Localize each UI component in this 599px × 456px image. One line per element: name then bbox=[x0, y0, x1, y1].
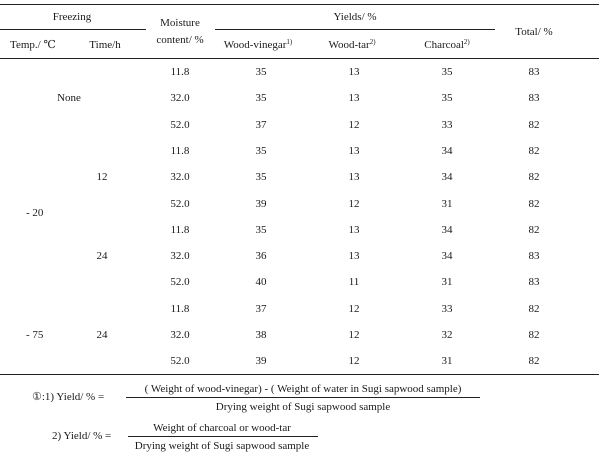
cell-moisture: 32.0 bbox=[170, 329, 190, 341]
footnote-2-label: 2) Yield/ % = bbox=[52, 430, 112, 442]
cell-charcoal: 31 bbox=[441, 355, 453, 367]
header-freezing: Freezing bbox=[52, 11, 92, 23]
cell-charcoal: 34 bbox=[441, 224, 453, 236]
cell-total: 82 bbox=[528, 355, 540, 367]
cell-wood-tar: 13 bbox=[348, 145, 360, 157]
cell-wood-vinegar: 39 bbox=[255, 198, 267, 210]
cell-charcoal: 33 bbox=[441, 119, 453, 131]
cell-wood-vinegar: 39 bbox=[255, 355, 267, 367]
cell-moisture: 11.8 bbox=[170, 303, 190, 315]
header-total: Total/ % bbox=[515, 26, 553, 38]
footnote-2-denominator: Drying weight of Sugi sapwood sample bbox=[134, 440, 310, 452]
cell-wood-vinegar: 35 bbox=[255, 145, 267, 157]
header-yields: Yields/ % bbox=[333, 11, 377, 23]
cell-moisture: 11.8 bbox=[170, 66, 190, 78]
freezing-subrule bbox=[0, 29, 146, 30]
footnote-2-fraction-bar bbox=[128, 436, 318, 437]
cell-wood-tar: 12 bbox=[348, 198, 360, 210]
cell-wood-vinegar: 36 bbox=[255, 250, 267, 262]
yields-subrule bbox=[215, 29, 495, 30]
cell-total: 82 bbox=[528, 171, 540, 183]
cell-moisture: 32.0 bbox=[170, 250, 190, 262]
group-time-12: 12 bbox=[96, 171, 108, 183]
footnote-1-label: ①:1) Yield/ % = bbox=[32, 391, 105, 403]
cell-moisture: 52.0 bbox=[170, 276, 190, 288]
cell-wood-tar: 13 bbox=[348, 66, 360, 78]
footnote-2-numerator: Weight of charcoal or wood-tar bbox=[153, 422, 291, 434]
group-time-24a: 24 bbox=[96, 250, 108, 262]
cell-moisture: 52.0 bbox=[170, 119, 190, 131]
header-moisture-line2: content/ % bbox=[156, 34, 204, 46]
header-wood-vinegar: Wood-vinegar1) bbox=[223, 38, 293, 51]
cell-wood-tar: 13 bbox=[348, 171, 360, 183]
cell-total: 82 bbox=[528, 119, 540, 131]
cell-wood-vinegar: 40 bbox=[255, 276, 267, 288]
cell-wood-vinegar: 38 bbox=[255, 329, 267, 341]
cell-charcoal: 33 bbox=[441, 303, 453, 315]
cell-wood-tar: 13 bbox=[348, 224, 360, 236]
header-temp: Temp./ ℃ bbox=[10, 39, 56, 51]
table-bottom-rule bbox=[0, 374, 599, 375]
header-bottom-rule bbox=[0, 58, 599, 59]
cell-wood-tar: 12 bbox=[348, 119, 360, 131]
cell-total: 82 bbox=[528, 329, 540, 341]
table-top-rule bbox=[0, 4, 599, 5]
cell-total: 83 bbox=[528, 276, 540, 288]
cell-charcoal: 35 bbox=[441, 66, 453, 78]
footnote-1-fraction-bar bbox=[126, 397, 480, 398]
cell-total: 83 bbox=[528, 250, 540, 262]
footnote-1-denominator: Drying weight of Sugi sapwood sample bbox=[215, 401, 391, 413]
cell-total: 82 bbox=[528, 145, 540, 157]
header-time: Time/h bbox=[89, 39, 121, 51]
cell-wood-vinegar: 37 bbox=[255, 303, 267, 315]
cell-total: 83 bbox=[528, 66, 540, 78]
group-temp-minus75: - 75 bbox=[26, 329, 44, 341]
footnote-1-numerator: ( Weight of wood-vinegar) - ( Weight of … bbox=[144, 383, 462, 395]
cell-total: 83 bbox=[528, 92, 540, 104]
cell-total: 82 bbox=[528, 224, 540, 236]
cell-total: 82 bbox=[528, 303, 540, 315]
cell-wood-tar: 11 bbox=[348, 276, 360, 288]
cell-wood-vinegar: 35 bbox=[255, 171, 267, 183]
cell-charcoal: 34 bbox=[441, 145, 453, 157]
cell-wood-tar: 13 bbox=[348, 250, 360, 262]
cell-wood-tar: 12 bbox=[348, 355, 360, 367]
cell-wood-vinegar: 35 bbox=[255, 92, 267, 104]
header-charcoal: Charcoal2) bbox=[424, 38, 470, 51]
cell-wood-vinegar: 37 bbox=[255, 119, 267, 131]
cell-charcoal: 35 bbox=[441, 92, 453, 104]
cell-charcoal: 34 bbox=[441, 171, 453, 183]
cell-moisture: 11.8 bbox=[170, 145, 190, 157]
cell-charcoal: 31 bbox=[441, 198, 453, 210]
cell-moisture: 11.8 bbox=[170, 224, 190, 236]
group-none: None bbox=[57, 92, 81, 104]
cell-wood-vinegar: 35 bbox=[255, 66, 267, 78]
group-time-24b: 24 bbox=[96, 329, 108, 341]
cell-total: 82 bbox=[528, 198, 540, 210]
cell-moisture: 32.0 bbox=[170, 92, 190, 104]
cell-wood-vinegar: 35 bbox=[255, 224, 267, 236]
cell-wood-tar: 12 bbox=[348, 303, 360, 315]
cell-wood-tar: 12 bbox=[348, 329, 360, 341]
cell-moisture: 52.0 bbox=[170, 198, 190, 210]
cell-moisture: 32.0 bbox=[170, 171, 190, 183]
header-moisture-line1: Moisture bbox=[160, 17, 200, 29]
cell-charcoal: 34 bbox=[441, 250, 453, 262]
cell-charcoal: 32 bbox=[441, 329, 453, 341]
group-temp-minus20: - 20 bbox=[26, 207, 44, 219]
cell-wood-tar: 13 bbox=[348, 92, 360, 104]
header-wood-tar: Wood-tar2) bbox=[328, 38, 376, 51]
cell-charcoal: 31 bbox=[441, 276, 453, 288]
cell-moisture: 52.0 bbox=[170, 355, 190, 367]
